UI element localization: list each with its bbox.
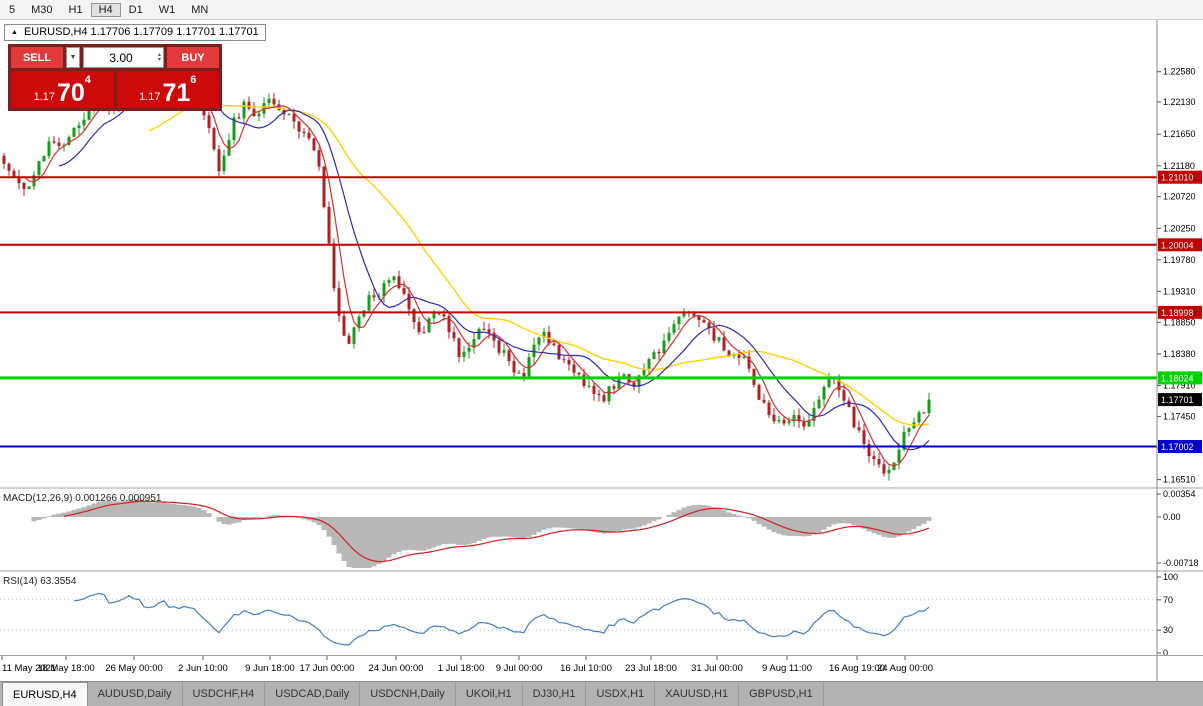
svg-text:1.18380: 1.18380: [1163, 349, 1196, 359]
buy-price-big: 71: [162, 79, 191, 107]
svg-text:1.19310: 1.19310: [1163, 286, 1196, 296]
svg-text:1.22130: 1.22130: [1163, 97, 1196, 107]
svg-text:1.17910: 1.17910: [1163, 381, 1196, 391]
tab-audusd-daily[interactable]: AUDUSD,Daily: [88, 682, 183, 706]
timeframe-button-d1[interactable]: D1: [128, 3, 143, 16]
tab-dj30-h1[interactable]: DJ30,H1: [523, 682, 587, 706]
tab-usdchf-h4[interactable]: USDCHF,H4: [183, 682, 266, 706]
timeframe-button-w1[interactable]: W1: [158, 3, 176, 16]
svg-text:24 Aug 00:00: 24 Aug 00:00: [877, 663, 933, 674]
svg-text:17 Jun 00:00: 17 Jun 00:00: [300, 663, 355, 674]
tab-usdcad-daily[interactable]: USDCAD,Daily: [265, 682, 361, 706]
svg-text:16 Jul 10:00: 16 Jul 10:00: [560, 663, 612, 674]
svg-text:24 Jun 00:00: 24 Jun 00:00: [369, 663, 424, 674]
svg-text:1.20250: 1.20250: [1163, 223, 1196, 233]
tab-usdcnh-daily[interactable]: USDCNH,Daily: [360, 682, 456, 706]
svg-text:31 Jul 00:00: 31 Jul 00:00: [691, 663, 743, 674]
svg-text:9 Jul 00:00: 9 Jul 00:00: [496, 663, 542, 674]
volume-value[interactable]: 3.00: [109, 50, 133, 65]
ohlc-text: EURUSD,H4 1.17706 1.17709 1.17701 1.1770…: [23, 26, 259, 38]
buy-button[interactable]: BUY: [167, 47, 219, 68]
chart-area: 1.22580 1.22130 1.21650 1.21180 1.20720 1.202…: [0, 20, 1203, 681]
sell-price-prefix: 1.17: [33, 91, 55, 103]
timeframe-button-m30[interactable]: M30: [31, 3, 53, 16]
timeframe-button-h4[interactable]: H4: [90, 2, 121, 17]
trade-options-dropdown-icon[interactable]: ▼: [66, 47, 80, 68]
svg-text:9 Jun 18:00: 9 Jun 18:00: [245, 663, 295, 674]
svg-text:1.21010: 1.21010: [1161, 173, 1194, 183]
svg-text:1.21180: 1.21180: [1163, 161, 1195, 171]
svg-text:9 Aug 11:00: 9 Aug 11:00: [762, 663, 812, 674]
sell-price-display[interactable]: 1.17 70 4: [11, 71, 114, 108]
collapse-arrow-icon[interactable]: ▲: [11, 29, 18, 36]
price-chart-canvas[interactable]: 1.22580 1.22130 1.21650 1.21180 1.20720 1.202…: [0, 20, 1203, 681]
svg-text:1.20720: 1.20720: [1163, 192, 1196, 202]
svg-text:70: 70: [1163, 595, 1173, 605]
tab-ukoil-h1[interactable]: UKOil,H1: [456, 682, 523, 706]
svg-text:1.17450: 1.17450: [1163, 411, 1196, 421]
svg-text:1.21650: 1.21650: [1163, 129, 1196, 139]
tab-xauusd-h1[interactable]: XAUUSD,H1: [655, 682, 740, 706]
svg-text:100: 100: [1163, 572, 1178, 582]
timeframe-button-mn[interactable]: MN: [191, 3, 209, 16]
tab-usdx-h1[interactable]: USDX,H1: [586, 682, 656, 706]
svg-text:1.22580: 1.22580: [1163, 67, 1196, 77]
svg-text:1.20004: 1.20004: [1161, 240, 1194, 250]
svg-text:0: 0: [1163, 648, 1168, 658]
sell-price-sup: 4: [84, 74, 91, 86]
svg-text:1.19780: 1.19780: [1163, 255, 1196, 265]
svg-text:1.17701: 1.17701: [1161, 395, 1194, 405]
svg-text:16 Aug 19:00: 16 Aug 19:00: [829, 663, 885, 674]
tab-eurusd-h4[interactable]: EURUSD,H4: [2, 682, 88, 706]
svg-text:1 Jul 18:00: 1 Jul 18:00: [438, 663, 484, 674]
svg-text:1.18024: 1.18024: [1161, 373, 1194, 383]
sell-price-big: 70: [56, 79, 85, 107]
timeframe-button-h1[interactable]: H1: [68, 3, 83, 16]
svg-text:11 May 2021: 11 May 2021: [2, 663, 56, 674]
buy-price-sup: 6: [190, 74, 197, 86]
one-click-trading-panel: SELL ▼ 3.00 ▴ ▾ BUY 1.17 70 4 1.17 71 6: [8, 44, 222, 111]
svg-text:0.00354: 0.00354: [1163, 489, 1196, 499]
buy-price-prefix: 1.17: [139, 91, 161, 103]
volume-spinner[interactable]: ▴ ▾: [157, 51, 161, 63]
tab-gbpusd-h1[interactable]: GBPUSD,H1: [739, 682, 824, 706]
chart-ohlc-header: ▲ EURUSD,H4 1.17706 1.17709 1.17701 1.17…: [4, 24, 266, 41]
svg-text:-0.00718: -0.00718: [1163, 558, 1199, 568]
svg-text:1.18998: 1.18998: [1161, 308, 1194, 318]
svg-text:0.00: 0.00: [1163, 512, 1181, 522]
buy-price-display[interactable]: 1.17 71 6: [116, 71, 219, 108]
svg-text:2 Jun 10:00: 2 Jun 10:00: [178, 663, 228, 674]
timeframe-button-m5[interactable]: 5: [9, 3, 16, 16]
svg-text:18 May 18:00: 18 May 18:00: [37, 663, 95, 674]
svg-text:26 May 00:00: 26 May 00:00: [105, 663, 163, 674]
svg-text:1.18850: 1.18850: [1163, 317, 1196, 327]
volume-input[interactable]: 3.00 ▴ ▾: [83, 47, 164, 68]
sell-button[interactable]: SELL: [11, 47, 63, 68]
svg-text:1.16510: 1.16510: [1163, 475, 1196, 485]
svg-text:MACD(12,26,9) 0.001266 0.00095: MACD(12,26,9) 0.001266 0.000951: [3, 493, 162, 504]
timeframe-toolbar: 5 M30 H1 H4 D1 W1 MN: [0, 0, 1203, 20]
svg-text:23 Jul 18:00: 23 Jul 18:00: [625, 663, 677, 674]
chart-tab-bar: EURUSD,H4 AUDUSD,Daily USDCHF,H4 USDCAD,…: [0, 681, 1203, 706]
svg-text:30: 30: [1163, 625, 1173, 635]
svg-text:RSI(14) 63.3554: RSI(14) 63.3554: [3, 576, 77, 587]
svg-text:1.17002: 1.17002: [1161, 442, 1194, 452]
